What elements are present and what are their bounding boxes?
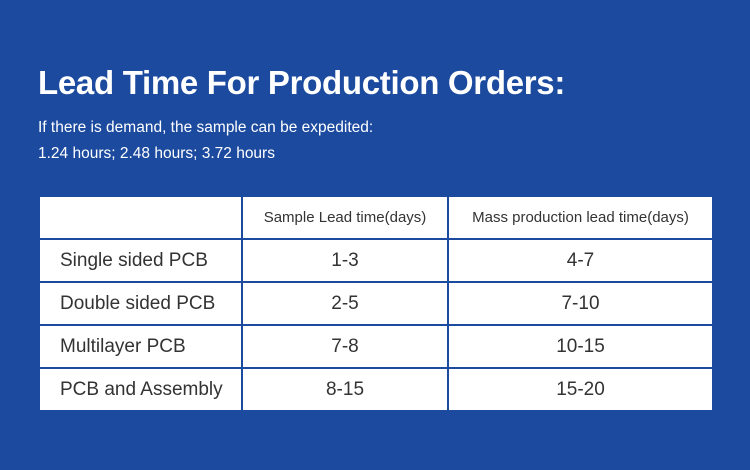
row-label: PCB and Assembly	[40, 369, 241, 410]
header-cell: Mass production lead time(days)	[449, 197, 712, 238]
subtitle: 1.24 hours; 2.48 hours; 3.72 hours	[38, 145, 275, 162]
table-cell: 4-7	[449, 240, 712, 281]
lead-time-table: Sample Lead time(days) Mass production le…	[40, 197, 712, 410]
table-cell: 1-3	[243, 240, 447, 281]
table-cell: 15-20	[449, 369, 712, 410]
header-cell: Sample Lead time(days)	[243, 197, 447, 238]
header-cell	[40, 197, 241, 238]
row-label: Single sided PCB	[40, 240, 241, 281]
table-cell: 2-5	[243, 283, 447, 324]
row-label: Double sided PCB	[40, 283, 241, 324]
table-cell: 7-10	[449, 283, 712, 324]
title: Lead Time For Production Orders:	[38, 64, 566, 101]
row-label: Multilayer PCB	[40, 326, 241, 367]
table-cell: 7-8	[243, 326, 447, 367]
table-cell: 10-15	[449, 326, 712, 367]
table-cell: 8-15	[243, 369, 447, 410]
subtitle: If there is demand, the sample can be ex…	[38, 119, 374, 136]
